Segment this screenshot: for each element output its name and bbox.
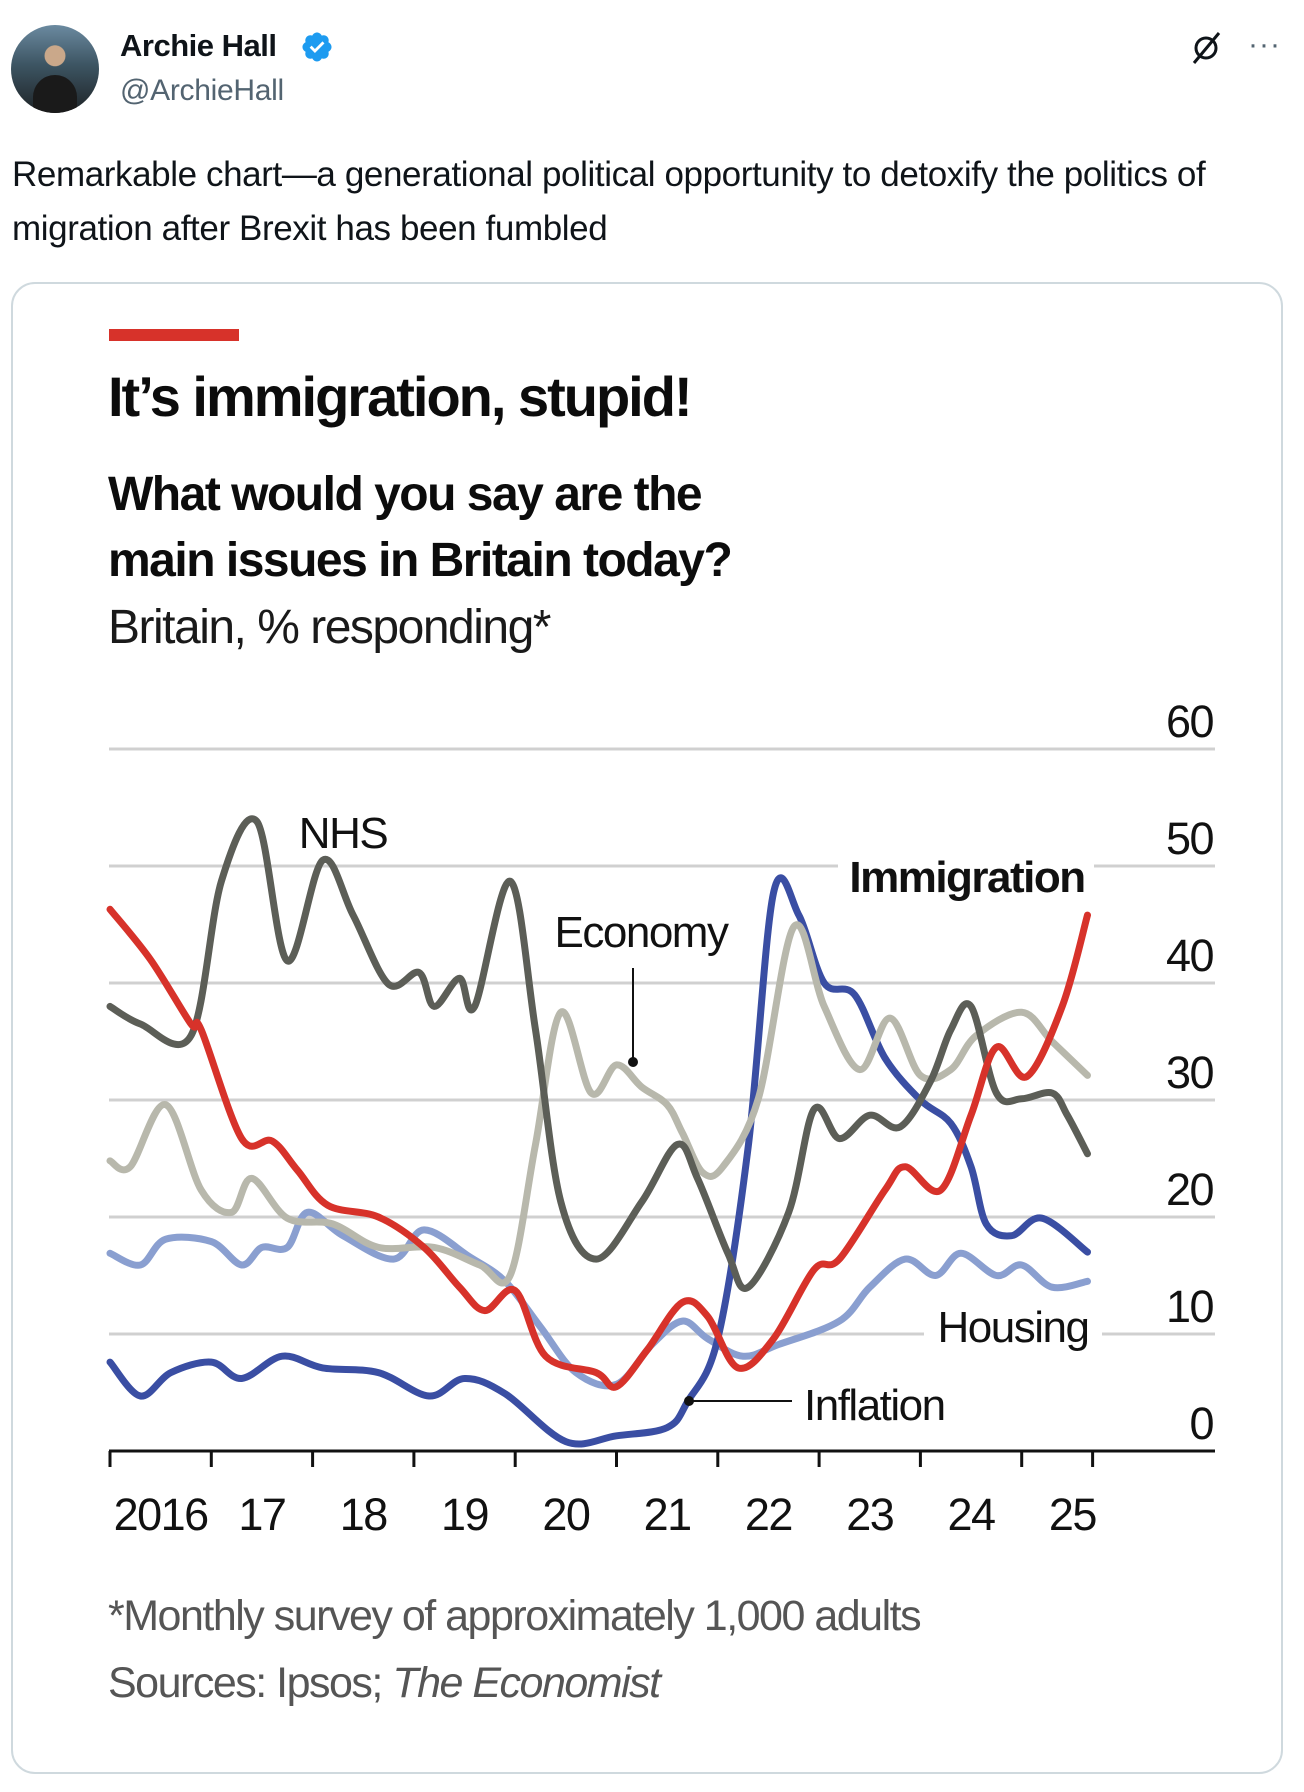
grok-icon[interactable] xyxy=(1188,30,1224,66)
series-line-nhs xyxy=(106,815,1091,1292)
tweet-text: Remarkable chart—a generational politica… xyxy=(12,155,1206,248)
x-tick-label: 20 xyxy=(542,1489,590,1540)
author-handle[interactable]: @ArchieHall xyxy=(120,74,284,107)
label-bg xyxy=(924,1300,1102,1356)
label-economy: Economy xyxy=(555,908,729,957)
chart-footnote: *Monthly survey of approximately 1,000 a… xyxy=(108,1592,922,1640)
x-tick-label: 17 xyxy=(238,1489,285,1540)
chart-title: It’s immigration, stupid! xyxy=(108,365,693,428)
accent-bar xyxy=(109,329,239,341)
y-tick-label: 0 xyxy=(1189,1398,1213,1449)
subtitle-line: What would you say are the xyxy=(108,468,703,521)
chart-image-card[interactable] xyxy=(11,282,1283,1774)
series-line-housing xyxy=(106,1208,1091,1390)
chart-sources: Sources: Ipsos; The Economist xyxy=(108,1659,661,1708)
y-tick-label: 50 xyxy=(1166,813,1214,864)
series-line-inflation xyxy=(106,874,1091,1448)
economy-leader-dot xyxy=(628,1057,638,1067)
x-tick-label: 2016 xyxy=(114,1489,209,1540)
chart-subtitle: What would you say are the main issues i… xyxy=(108,462,733,594)
y-tick-label: 10 xyxy=(1166,1281,1214,1332)
x-tick-label: 19 xyxy=(441,1489,488,1540)
x-tick-label: 24 xyxy=(948,1489,996,1540)
x-tick-label: 18 xyxy=(340,1489,388,1540)
sources-publication: The Economist xyxy=(392,1659,661,1707)
y-tick-label: 30 xyxy=(1166,1047,1214,1098)
x-tick-label: 23 xyxy=(846,1489,894,1540)
x-tick-label: 25 xyxy=(1049,1489,1097,1540)
label-bg xyxy=(838,846,1094,902)
label-housing: Housing xyxy=(938,1303,1089,1352)
sources-prefix: Sources: Ipsos; xyxy=(108,1659,393,1707)
x-tick-label: 22 xyxy=(745,1489,792,1540)
y-tick-label: 60 xyxy=(1166,696,1214,747)
label-immigration: Immigration xyxy=(849,853,1084,902)
chart-unit: Britain, % responding* xyxy=(108,601,551,654)
inflation-leader-dot xyxy=(684,1396,694,1406)
x-tick-label: 21 xyxy=(644,1489,691,1540)
more-icon[interactable]: ··· xyxy=(1248,28,1281,61)
avatar[interactable] xyxy=(11,25,99,113)
y-tick-label: 40 xyxy=(1166,930,1214,981)
label-nhs: NHS xyxy=(299,809,388,858)
author-name[interactable]: Archie Hall xyxy=(120,28,277,63)
series-line-immigration xyxy=(106,905,1091,1391)
label-inflation: Inflation xyxy=(804,1381,945,1430)
subtitle-line: main issues in Britain today? xyxy=(108,534,733,587)
verified-badge-icon xyxy=(302,32,332,62)
y-tick-label: 20 xyxy=(1166,1164,1214,1215)
series-line-economy xyxy=(106,921,1091,1287)
